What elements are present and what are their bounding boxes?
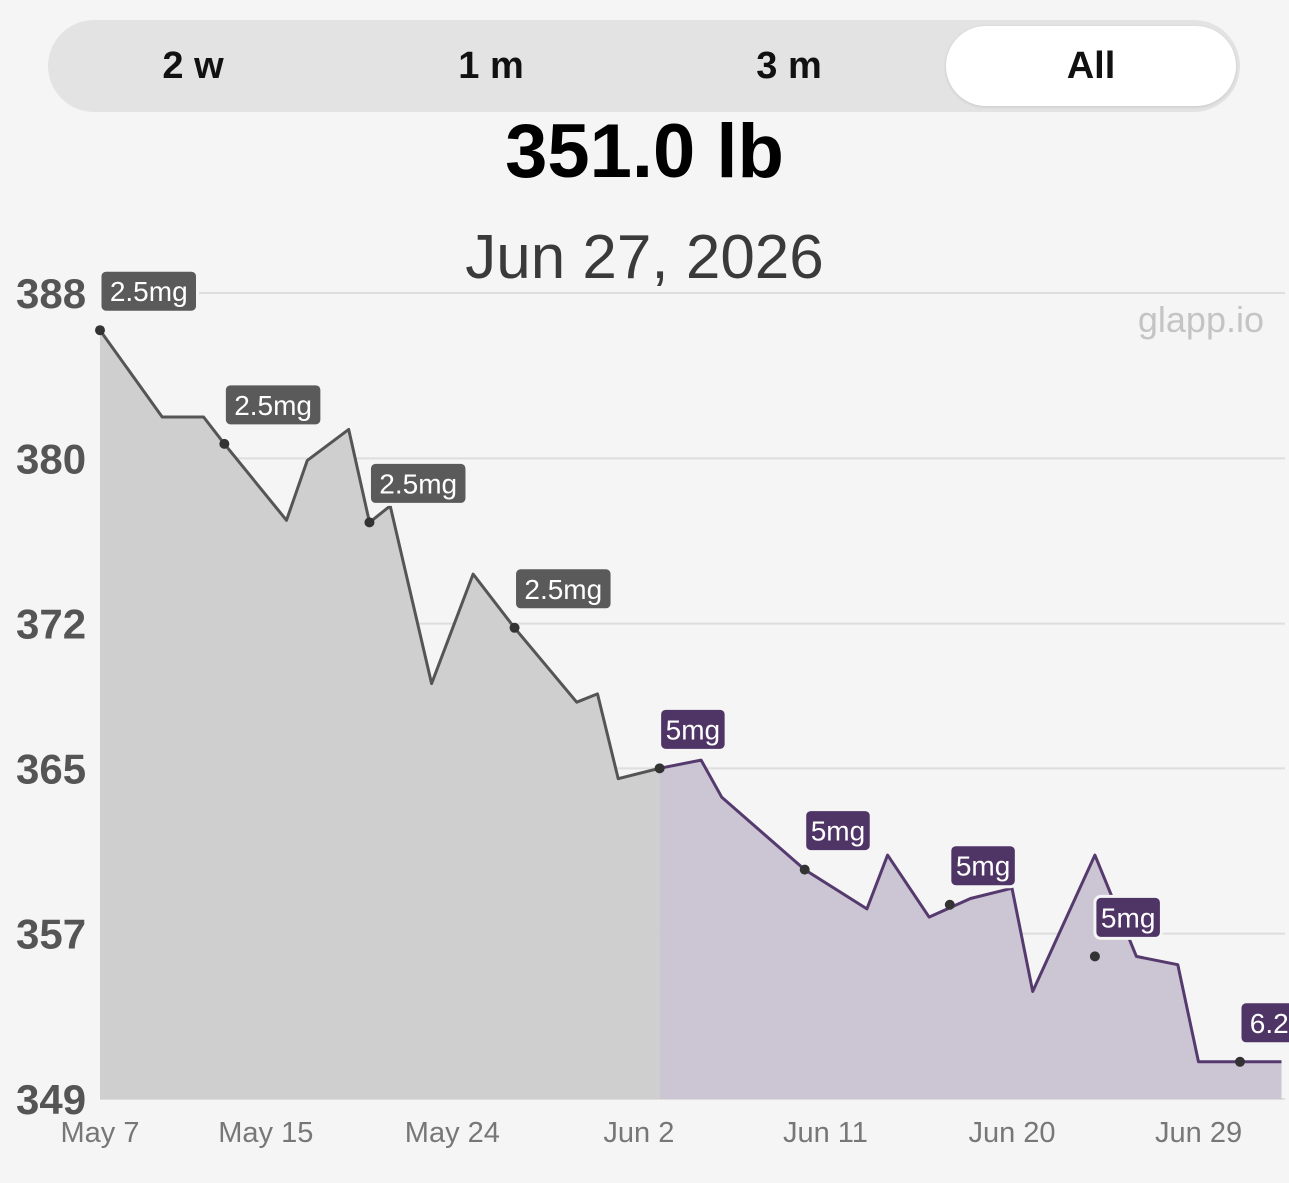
- dose-text: 5mg: [956, 851, 1010, 882]
- dose-label: 2.5mg: [367, 460, 469, 506]
- data-point: [364, 517, 375, 528]
- data-point: [219, 438, 230, 449]
- series-line: [659, 758, 1282, 1064]
- dose-text: 6.25mg: [1250, 1008, 1289, 1039]
- dose-label: 6.25mg: [1238, 1000, 1289, 1046]
- dose-text: 2.5mg: [379, 468, 457, 499]
- data-point: [944, 899, 955, 910]
- data-point: [509, 622, 520, 633]
- range-tab-1m[interactable]: 1 m: [458, 44, 524, 87]
- dose-text: 2.5mg: [234, 390, 312, 421]
- dose-text: 5mg: [666, 714, 720, 745]
- x-tick-label: Jun 20: [968, 1117, 1055, 1149]
- dose-label: 2.5mg: [98, 268, 199, 314]
- y-tick-label: 372: [16, 601, 86, 648]
- range-segmented-control: 2 w 1 m 3 m All: [48, 20, 1240, 112]
- x-tick-label: May 15: [218, 1117, 313, 1149]
- dose-label: 2.5mg: [513, 566, 614, 612]
- dose-label: 5mg: [948, 843, 1018, 889]
- dose-text: 5mg: [811, 816, 865, 847]
- data-point: [95, 325, 105, 336]
- x-tick-label: Jun 29: [1155, 1117, 1242, 1149]
- chart-lines: [98, 329, 1282, 1064]
- data-point: [799, 864, 810, 875]
- range-tab-3m[interactable]: 3 m: [756, 44, 822, 87]
- dose-badge: [222, 382, 324, 428]
- dose-badge: [513, 566, 614, 612]
- x-tick-label: Jun 2: [603, 1117, 674, 1149]
- dose-badge: [1238, 1000, 1289, 1046]
- series-area: [100, 330, 660, 1099]
- dose-label: 5mg: [803, 808, 873, 854]
- x-axis: May 7 May 15 May 24 Jun 2 Jun 11 Jun 20 Jun 29: [61, 1117, 1243, 1149]
- dose-badge: [658, 706, 728, 752]
- chart-points: [95, 325, 1245, 1067]
- dose-label: 5mg: [1093, 894, 1163, 940]
- dose-badge: [98, 268, 199, 314]
- y-tick-label: 349: [16, 1076, 86, 1123]
- range-tab-2w[interactable]: 2 w: [162, 44, 224, 87]
- dose-badge: [367, 460, 469, 506]
- y-tick-label: 388: [16, 270, 86, 317]
- y-tick-label: 365: [16, 745, 86, 792]
- data-point: [1089, 951, 1100, 962]
- dose-label: 2.5mg: [222, 382, 324, 428]
- y-axis: 388 380 372 365 357 349: [16, 270, 86, 1123]
- series-area: [659, 760, 1282, 1099]
- chart-areas: [100, 330, 1282, 1099]
- dose-label: 5mg: [658, 706, 728, 752]
- dose-badge: [803, 808, 873, 854]
- selected-date: Jun 27, 2026: [465, 223, 824, 292]
- range-tab-all[interactable]: All: [946, 26, 1236, 106]
- x-tick-label: Jun 11: [783, 1117, 868, 1149]
- y-tick-label: 380: [16, 435, 86, 482]
- dose-text: 2.5mg: [524, 574, 602, 605]
- dose-badge: [1093, 894, 1163, 940]
- series-line: [98, 329, 660, 781]
- data-point: [1235, 1056, 1245, 1067]
- x-tick-label: May 24: [405, 1117, 500, 1149]
- x-tick-label: May 7: [61, 1117, 140, 1149]
- y-tick-label: 357: [16, 911, 86, 958]
- dose-text: 2.5mg: [110, 276, 188, 307]
- selected-weight-value: 351.0 lb: [505, 109, 784, 194]
- dose-badge: [948, 843, 1018, 889]
- watermark-text: glapp.io: [1138, 299, 1264, 340]
- dose-text: 5mg: [1101, 902, 1155, 933]
- dose-markers: 2.5mg 2.5mg 2.5mg 2.5mg 5mg 5mg 5mg 5mg 6.25mg: [98, 268, 1289, 1046]
- data-point: [654, 763, 665, 774]
